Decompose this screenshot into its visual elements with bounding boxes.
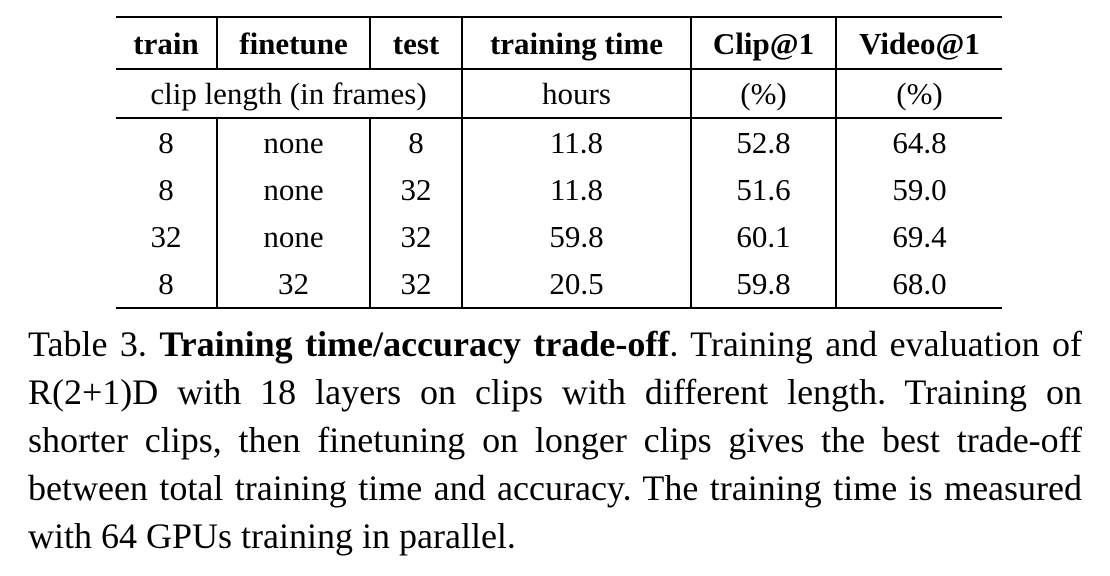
header-train: train	[116, 17, 217, 70]
table-row: 8 none 32 11.8 51.6 59.0	[116, 166, 1002, 213]
cell-test: 32	[369, 260, 462, 309]
cell-training-time: 20.5	[461, 260, 691, 309]
caption-title: Training time/accuracy trade-off	[159, 324, 670, 364]
cell-finetune: none	[216, 213, 370, 260]
cell-training-time: 59.8	[461, 213, 691, 260]
cell-finetune: none	[216, 118, 370, 166]
table-row: 8 none 8 11.8 52.8 64.8	[116, 118, 1002, 166]
cell-train: 32	[150, 219, 182, 254]
header-training-time: training time	[461, 17, 691, 70]
subheader-row: clip length (in frames) hours (%) (%)	[116, 69, 1002, 119]
cell-video-accuracy: 64.8	[835, 118, 1002, 166]
results-table-container: train finetune test training time Clip@1…	[116, 16, 1002, 309]
cell-clip-accuracy: 51.6	[690, 166, 836, 213]
subheader-video-percent: (%)	[835, 69, 1002, 119]
cell-video-accuracy: 59.0	[835, 166, 1002, 213]
table-row: 32 none 32 59.8 60.1 69.4	[116, 213, 1002, 260]
cell-train: 8	[158, 172, 174, 207]
cell-test: 32	[369, 213, 462, 260]
caption-label: Table 3.	[28, 324, 147, 364]
cell-test: 32	[369, 166, 462, 213]
header-test: test	[369, 17, 462, 70]
subheader-clip-percent: (%)	[690, 69, 836, 119]
cell-train: 8	[158, 125, 174, 160]
subheader-hours: hours	[461, 69, 691, 119]
table-row: 8 32 32 20.5 59.8 68.0	[116, 260, 1002, 309]
header-row: train finetune test training time Clip@1…	[116, 17, 1002, 70]
results-table: train finetune test training time Clip@1…	[116, 16, 1002, 309]
header-clip-accuracy: Clip@1	[690, 17, 836, 70]
cell-video-accuracy: 69.4	[835, 213, 1002, 260]
cell-training-time: 11.8	[461, 166, 691, 213]
cell-video-accuracy: 68.0	[835, 260, 1002, 309]
cell-clip-accuracy: 52.8	[690, 118, 836, 166]
header-finetune: finetune	[216, 17, 370, 70]
cell-clip-accuracy: 60.1	[690, 213, 836, 260]
table-caption: Table 3. Training time/accuracy trade-of…	[28, 320, 1082, 560]
cell-training-time: 11.8	[461, 118, 691, 166]
cell-clip-accuracy: 59.8	[690, 260, 836, 309]
subheader-clip-length: clip length (in frames)	[116, 69, 462, 119]
cell-test: 8	[369, 118, 462, 166]
header-video-accuracy: Video@1	[835, 17, 1002, 70]
cell-train: 8	[116, 260, 217, 309]
cell-finetune: none	[216, 166, 370, 213]
cell-finetune: 32	[216, 260, 370, 309]
caption-text: . Training and eval­u­ation of R(2+1)D w…	[28, 324, 1083, 556]
